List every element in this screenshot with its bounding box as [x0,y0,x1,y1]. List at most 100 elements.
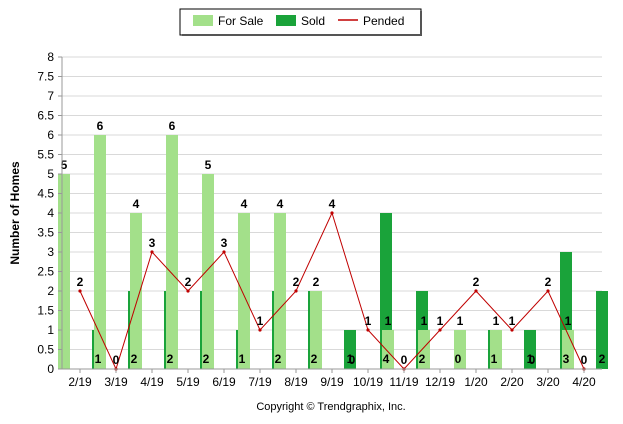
label-for-sale: 1 [493,314,500,328]
label-sold: 2 [275,352,282,366]
x-tick-label: 7/19 [248,375,272,389]
x-tick-label: 3/19 [104,375,128,389]
label-for-sale: 6 [97,119,104,133]
label-for-sale: 2 [313,275,320,289]
bar-for-sale [274,213,286,369]
axes: 0 0.5 1 1.5 2 2.5 3 3.5 4 4.5 5 5.5 6 6.5 7 7.5 8 2/19 3/1… [37,50,602,389]
bar-for-sale [238,213,250,369]
label-pended: 3 [221,236,228,250]
x-tick-label: 3/20 [536,375,560,389]
label-pended: 1 [437,314,444,328]
label-for-sale: 4 [241,197,248,211]
legend-swatch-sold [276,15,296,26]
label-sold: 2 [203,352,210,366]
label-for-sale: 1 [385,314,392,328]
label-sold: 1 [95,352,102,366]
legend: For Sale Sold Pended [179,8,422,36]
bar-for-sale [130,213,142,369]
legend-label-for-sale: For Sale [218,14,264,28]
pended-point [222,250,226,254]
label-for-sale: 1 [421,314,428,328]
label-sold: 1 [527,352,534,366]
x-tick-label: 4/20 [572,375,596,389]
label-for-sale: 4 [277,197,284,211]
y-tick-label: 1.5 [37,304,54,318]
pended-point [186,289,190,293]
label-sold: 1 [491,352,498,366]
y-tick-label: 7 [47,89,54,103]
bar-for-sale [418,330,430,369]
legend-label-pended: Pended [363,14,404,28]
x-tick-label: 8/19 [284,375,308,389]
pended-point [510,328,514,332]
bar-sold [524,330,536,369]
label-pended: 1 [257,314,264,328]
label-pended: 4 [329,197,336,211]
legend-label-sold: Sold [301,14,325,28]
label-sold: 3 [563,352,570,366]
bar-for-sale [490,330,502,369]
label-sold: 4 [383,352,390,366]
x-tick-label: 11/19 [389,375,418,389]
label-for-sale: 0 [529,353,536,367]
label-sold: 2 [599,352,606,366]
label-for-sale: 6 [169,119,176,133]
y-tick-label: 5 [47,167,54,181]
label-pended: 0 [401,353,408,367]
y-tick-label: 4 [47,206,54,220]
label-for-sale: 5 [61,158,68,172]
x-tick-label: 2/20 [500,375,524,389]
y-tick-label: 0.5 [37,343,54,357]
pended-point [366,328,370,332]
label-for-sale: 0 [349,353,356,367]
pended-point [438,328,442,332]
label-sold: 2 [131,352,138,366]
legend-swatch-for-sale [193,15,213,26]
bar-sold [344,330,356,369]
y-tick-label: 4.5 [37,187,54,201]
bar-sold [596,291,608,369]
bar-for-sale [454,330,466,369]
label-for-sale: 1 [565,314,572,328]
bar-for-sale [94,135,106,369]
label-for-sale: 4 [133,197,140,211]
label-pended: 2 [545,275,552,289]
pended-point [150,250,154,254]
x-tick-label: 5/19 [176,375,200,389]
x-tick-label: 2/19 [68,375,92,389]
label-pended: 1 [509,314,516,328]
label-sold: 2 [311,352,318,366]
pended-point [474,289,478,293]
label-pended: 0 [581,353,588,367]
x-tick-label: 4/19 [140,375,164,389]
y-tick-label: 1 [47,323,54,337]
x-tick-label: 1/20 [464,375,488,389]
bar-for-sale [382,330,394,369]
pended-line [78,211,586,371]
pended-point [78,289,82,293]
bar-for-sale [58,174,70,369]
label-pended: 2 [77,275,84,289]
label-pended: 2 [185,275,192,289]
label-pended: 2 [473,275,480,289]
x-tick-label: 6/19 [212,375,236,389]
label-pended: 0 [113,353,120,367]
x-tick-label: 10/19 [353,375,383,389]
label-sold: 2 [419,352,426,366]
pended-point [258,328,262,332]
label-for-sale: 1 [457,314,464,328]
label-pended: 1 [365,314,372,328]
pended-point [294,289,298,293]
y-tick-label: 2 [47,284,54,298]
label-sold: 0 [455,352,462,366]
x-tick-label: 9/19 [320,375,344,389]
bar-for-sale [166,135,178,369]
y-tick-label: 3.5 [37,226,54,240]
y-tick-label: 3 [47,245,54,259]
copyright-footer: Copyright © Trendgraphix, Inc. [256,401,405,413]
bars [58,135,608,369]
y-tick-label: 0 [47,362,54,376]
